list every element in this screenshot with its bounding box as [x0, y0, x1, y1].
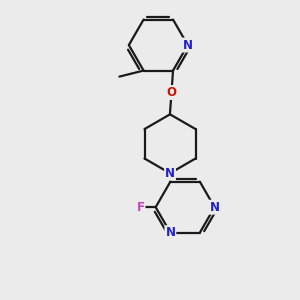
Text: F: F: [136, 201, 145, 214]
Text: N: N: [183, 39, 193, 52]
Text: N: N: [165, 226, 176, 239]
Text: N: N: [165, 167, 175, 180]
Text: O: O: [167, 86, 176, 99]
Text: N: N: [210, 201, 220, 214]
